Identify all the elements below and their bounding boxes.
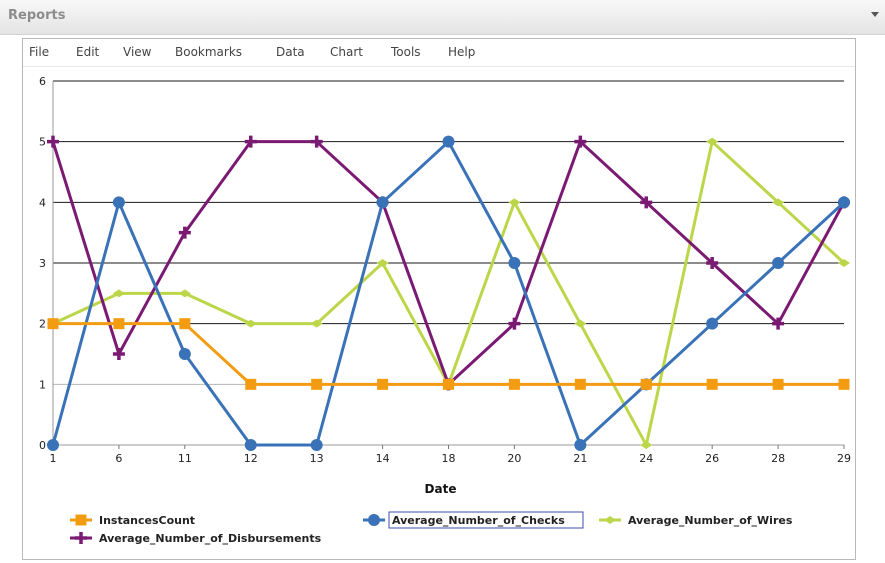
data-point-average-number-of-wires: [112, 289, 125, 298]
data-point-instancescount: [574, 378, 586, 390]
x-tick-label: 21: [573, 452, 587, 465]
data-point-average-number-of-disbursements: [47, 135, 59, 148]
menu-bookmarks[interactable]: Bookmarks: [175, 45, 243, 59]
data-point-average-number-of-wires: [772, 198, 785, 207]
data-point-average-number-of-checks: [244, 439, 257, 451]
menu-bar: File Edit View Bookmarks Data Chart Tool…: [23, 39, 855, 67]
data-point-instancescount: [640, 378, 652, 390]
y-tick-label: 5: [39, 136, 46, 149]
data-point-average-number-of-checks: [112, 196, 125, 209]
menu-data[interactable]: Data: [276, 45, 305, 59]
data-point-average-number-of-checks: [310, 439, 323, 451]
x-tick-label: 18: [442, 452, 456, 465]
panel-title: Reports: [8, 8, 66, 23]
data-point-average-number-of-disbursements: [112, 348, 125, 360]
data-point-average-number-of-checks: [772, 257, 785, 269]
legend-selection-box: [388, 511, 584, 529]
data-point-average-number-of-checks: [376, 196, 389, 209]
data-point-instancescount: [772, 378, 784, 390]
x-tick-label: 1: [50, 452, 57, 465]
data-point-average-number-of-wires: [706, 137, 719, 146]
data-point-instancescount: [311, 378, 323, 390]
data-point-average-number-of-disbursements: [574, 135, 587, 148]
x-tick-label: 6: [115, 452, 122, 465]
data-point-average-number-of-wires: [508, 198, 521, 207]
series-line-average-number-of-wires: [52, 140, 846, 447]
data-point-instancescount: [245, 378, 257, 390]
menu-chart[interactable]: Chart: [330, 45, 363, 59]
x-tick-label: 20: [507, 452, 521, 465]
data-point-average-number-of-disbursements: [244, 135, 257, 148]
menu-help[interactable]: Help: [448, 45, 476, 59]
data-point-average-number-of-wires: [640, 441, 653, 449]
data-point-instancescount: [706, 378, 718, 390]
data-point-average-number-of-disbursements: [508, 317, 521, 330]
x-tick-label: 28: [771, 452, 785, 465]
data-point-average-number-of-checks: [838, 196, 850, 209]
x-axis-title: Date: [425, 482, 457, 496]
data-point-average-number-of-disbursements: [640, 196, 653, 209]
data-point-instancescount: [179, 318, 191, 330]
data-point-instancescount: [377, 378, 389, 390]
data-point-average-number-of-disbursements: [706, 257, 719, 269]
legend-label-instancescount: InstancesCount: [99, 514, 195, 527]
data-point-average-number-of-checks: [574, 439, 587, 451]
menu-edit[interactable]: Edit: [76, 45, 100, 59]
data-point-average-number-of-checks: [442, 135, 455, 148]
menu-view[interactable]: View: [123, 45, 152, 59]
data-point-instancescount: [443, 378, 454, 390]
data-point-average-number-of-wires: [376, 259, 389, 267]
data-point-average-number-of-checks: [178, 348, 191, 360]
x-tick-label: 26: [705, 452, 719, 465]
legend-marker-average-number-of-disbursements: [75, 532, 87, 544]
data-point-average-number-of-wires: [310, 319, 323, 328]
y-tick-label: 4: [39, 196, 46, 209]
legend-marker-average-number-of-wires: [604, 516, 616, 524]
data-point-average-number-of-checks: [47, 439, 59, 451]
x-tick-label: 11: [178, 452, 192, 465]
legend-marker-average-number-of-checks: [368, 514, 380, 526]
data-point-instancescount: [838, 378, 850, 390]
legend-marker-instancescount: [75, 514, 87, 526]
x-tick-label: 14: [376, 452, 390, 465]
x-tick-label: 24: [639, 452, 653, 465]
data-point-instancescount: [113, 318, 125, 330]
legend-label-average-number-of-disbursements: Average_Number_of_Disbursements: [99, 532, 322, 545]
x-tick-label: 13: [310, 452, 324, 465]
y-tick-label: 6: [39, 75, 46, 88]
data-point-instancescount: [508, 378, 520, 390]
legend-label-average-number-of-checks: Average_Number_of_Checks: [392, 514, 565, 527]
y-tick-label: 1: [39, 378, 46, 391]
data-point-average-number-of-disbursements: [178, 226, 191, 239]
data-point-average-number-of-wires: [574, 319, 587, 328]
series-line-instancescount: [53, 322, 844, 386]
reports-panel-header: Reports: [0, 0, 885, 35]
y-tick-label: 2: [39, 318, 46, 331]
y-tick-label: 3: [39, 257, 46, 270]
data-point-average-number-of-disbursements: [310, 135, 323, 148]
data-point-average-number-of-wires: [838, 259, 850, 267]
collapse-chevron-icon[interactable]: [871, 12, 879, 17]
data-point-average-number-of-wires: [178, 289, 191, 298]
data-point-average-number-of-checks: [706, 317, 719, 330]
data-point-average-number-of-checks: [508, 257, 521, 269]
data-point-average-number-of-disbursements: [772, 317, 785, 330]
x-tick-label: 29: [837, 452, 851, 465]
x-tick-label: 12: [244, 452, 258, 465]
data-point-average-number-of-wires: [244, 319, 257, 328]
data-point-instancescount: [47, 318, 59, 330]
y-tick-label: 0: [39, 439, 46, 452]
legend-label-average-number-of-wires: Average_Number_of_Wires: [628, 514, 793, 527]
menu-file[interactable]: File: [29, 45, 50, 59]
menu-tools[interactable]: Tools: [391, 45, 421, 59]
